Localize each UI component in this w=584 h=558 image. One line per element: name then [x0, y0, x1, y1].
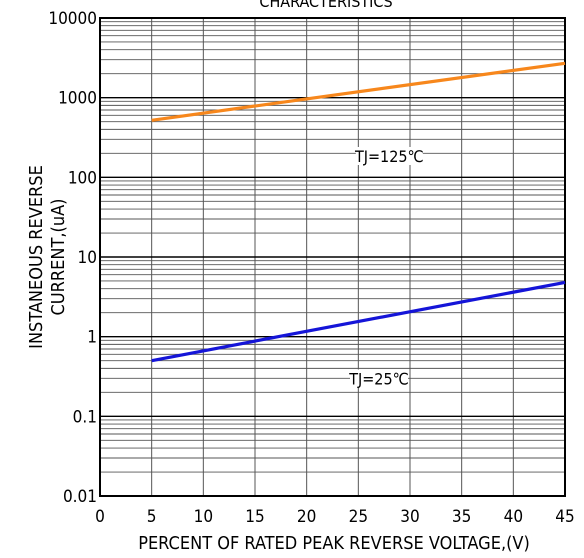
x-tick-label: 45 [555, 507, 574, 527]
x-tick-labels: 0 5 10 15 20 25 30 35 40 45 [95, 507, 575, 527]
y-tick-label: 0.01 [63, 487, 97, 507]
x-tick-label: 25 [349, 507, 368, 527]
y-tick-labels: 0.01 0.1 1 10 100 1000 10000 [48, 9, 97, 507]
plot-area-border [99, 17, 566, 497]
y-axis-label-line-1: INSTANEOUS REVERSE [26, 165, 47, 349]
x-tick-label: 5 [147, 507, 157, 527]
series-lines [151, 61, 566, 363]
annotation-tj-125: TJ=125℃ [354, 146, 424, 166]
series-annotations: TJ=125℃ TJ=25℃ [348, 146, 424, 388]
x-tick-label: 15 [245, 507, 264, 527]
series-line-tj-25 [151, 280, 566, 363]
y-tick-label: 1000 [58, 89, 97, 109]
y-tick-label: 10000 [48, 9, 97, 29]
x-tick-label: 40 [504, 507, 523, 527]
x-tick-label: 20 [297, 507, 316, 527]
x-axis-label: PERCENT OF RATED PEAK REVERSE VOLTAGE,(V… [138, 533, 530, 554]
grid [99, 18, 566, 497]
annotation-tj-25: TJ=25℃ [348, 369, 409, 388]
x-tick-label: 35 [452, 507, 471, 527]
y-tick-label: 1 [87, 328, 97, 348]
x-tick-label: 30 [400, 507, 419, 527]
annotation-background [355, 146, 423, 165]
y-tick-label: 0.1 [73, 407, 97, 427]
y-axis-label-line-2: CURRENT,(uA) [48, 198, 69, 315]
y-tick-label: 100 [68, 168, 97, 188]
annotation-label: TJ=25℃ [348, 369, 409, 388]
y-tick-label: 10 [78, 248, 97, 268]
x-tick-label: 0 [95, 507, 105, 527]
x-tick-label: 10 [194, 507, 213, 527]
series-line-tj-125 [151, 61, 566, 122]
annotation-background [350, 369, 408, 388]
chart-title: CHARACTERISTICS [259, 0, 392, 11]
annotation-label: TJ=125℃ [354, 147, 424, 166]
